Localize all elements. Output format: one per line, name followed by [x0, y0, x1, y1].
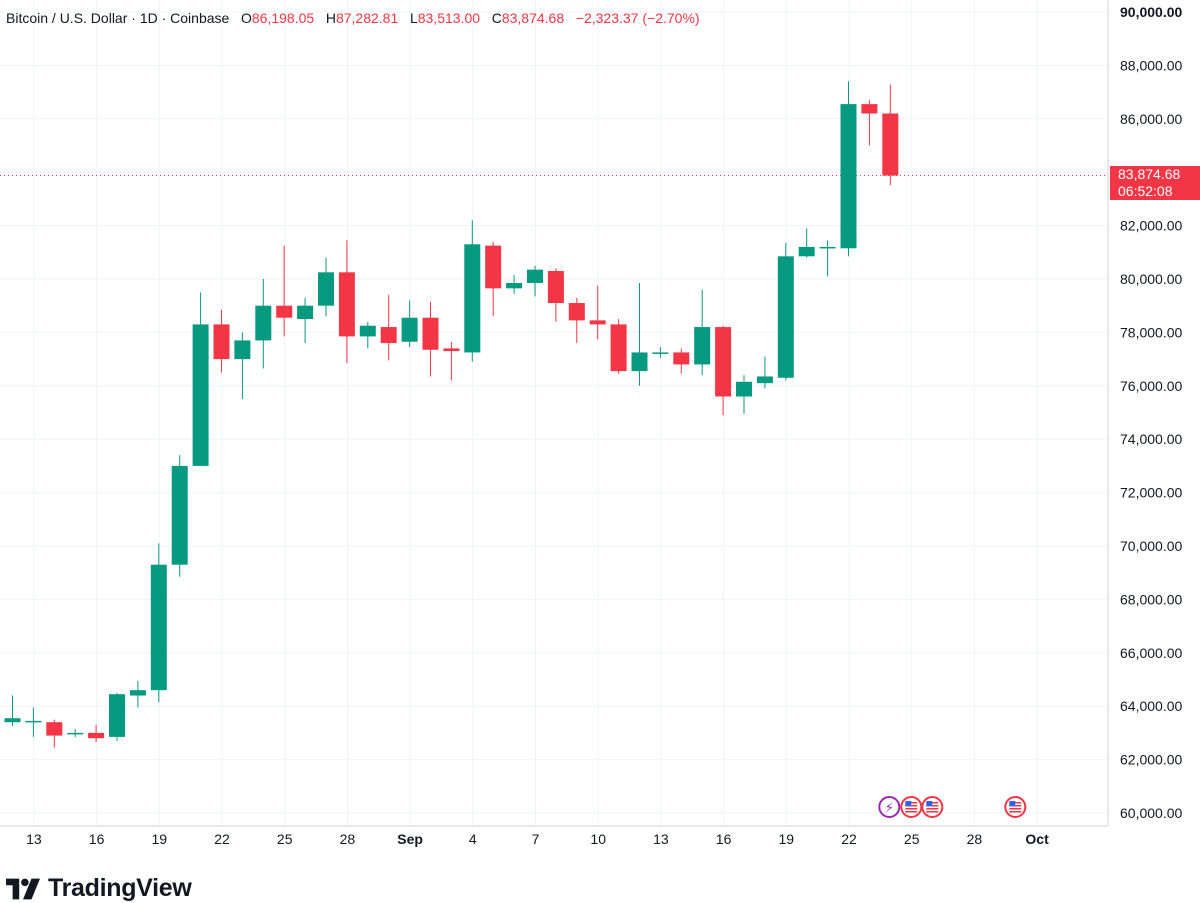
open-label: O — [240, 10, 252, 26]
candle-body[interactable] — [506, 283, 523, 289]
y-tick-label: 76,000.00 — [1120, 378, 1182, 394]
candle-body[interactable] — [464, 244, 481, 353]
candle-body[interactable] — [276, 305, 293, 318]
x-tick-label: Oct — [1025, 831, 1049, 847]
y-tick-label: 70,000.00 — [1120, 538, 1182, 554]
candle-body[interactable] — [297, 305, 314, 320]
y-tick-label: 90,000.00 — [1120, 4, 1182, 20]
candle-body[interactable] — [234, 340, 251, 360]
x-tick-label: 28 — [967, 831, 983, 847]
x-tick-label: 28 — [340, 831, 356, 847]
candle-body[interactable] — [819, 246, 836, 249]
candle-body[interactable] — [401, 317, 418, 342]
candle-body[interactable] — [255, 305, 272, 341]
x-tick-label: 25 — [277, 831, 293, 847]
candle-body[interactable] — [192, 324, 209, 466]
candle-body[interactable] — [547, 270, 564, 304]
candle-body[interactable] — [380, 327, 397, 344]
x-tick-label: Sep — [397, 831, 423, 847]
candle-body[interactable] — [527, 269, 543, 284]
y-tick-label: 66,000.00 — [1120, 645, 1182, 661]
candle-body[interactable] — [861, 104, 878, 114]
candle-body[interactable] — [129, 690, 146, 696]
last-price-value: 83,874.68 — [1118, 166, 1181, 182]
x-tick-label: 4 — [469, 831, 477, 847]
candle-body[interactable] — [736, 381, 752, 397]
candle-body[interactable] — [25, 720, 42, 723]
candle-body[interactable] — [171, 465, 188, 565]
us-flag-event-icon[interactable] — [1004, 796, 1027, 818]
x-tick-label: 25 — [904, 831, 920, 847]
x-tick-label: 19 — [152, 831, 168, 847]
x-tick-label: 16 — [89, 831, 105, 847]
x-tick-label: 10 — [590, 831, 606, 847]
candle-body[interactable] — [777, 256, 794, 378]
symbol-title: Bitcoin / U.S. Dollar · 1D · Coinbase — [6, 10, 230, 26]
candle-body[interactable] — [88, 732, 105, 739]
candle-body[interactable] — [715, 327, 732, 397]
y-tick-label: 62,000.00 — [1120, 752, 1182, 768]
tradingview-logo-icon — [6, 878, 40, 899]
low-value: 83,513.00 — [417, 10, 481, 26]
brand[interactable]: TradingView — [6, 874, 192, 903]
us-flag-event-icon[interactable] — [921, 796, 944, 818]
y-tick-label: 74,000.00 — [1120, 431, 1182, 447]
y-tick-label: 72,000.00 — [1120, 485, 1182, 501]
y-tick-label: 82,000.00 — [1120, 218, 1182, 234]
y-tick-label: 86,000.00 — [1120, 111, 1182, 127]
candle-body[interactable] — [485, 245, 502, 289]
x-tick-label: 22 — [841, 831, 857, 847]
x-tick-label: 22 — [214, 831, 230, 847]
y-tick-label: 78,000.00 — [1120, 324, 1182, 340]
candle-body[interactable] — [359, 325, 376, 337]
close-value: 83,874.68 — [501, 10, 565, 26]
candle-body[interactable] — [443, 348, 460, 352]
high-label: H — [325, 10, 336, 26]
candle-body[interactable] — [213, 324, 230, 360]
candle-body[interactable] — [652, 352, 669, 354]
lightning-glyph: ⚡ — [885, 801, 894, 816]
symbol-legend: Bitcoin / U.S. Dollar · 1D · Coinbase O8… — [6, 10, 700, 26]
open-value: 86,198.05 — [251, 10, 315, 26]
candle-body[interactable] — [338, 272, 355, 337]
candle-body[interactable] — [67, 732, 84, 735]
candle-body[interactable] — [756, 376, 773, 384]
candle-body[interactable] — [840, 104, 857, 249]
y-tick-label: 64,000.00 — [1120, 698, 1182, 714]
candle-body[interactable] — [882, 113, 899, 176]
candle-body[interactable] — [589, 320, 606, 325]
brand-name: TradingView — [48, 874, 192, 902]
y-tick-label: 68,000.00 — [1120, 591, 1182, 607]
candle-body[interactable] — [798, 246, 815, 257]
y-tick-label: 80,000.00 — [1120, 271, 1182, 287]
candle-body[interactable] — [109, 694, 125, 737]
candle-body[interactable] — [150, 564, 167, 691]
x-tick-label: 7 — [532, 831, 540, 847]
candle-body[interactable] — [4, 718, 21, 723]
candle-body[interactable] — [673, 352, 690, 365]
bar-countdown: 06:52:08 — [1118, 183, 1173, 199]
x-tick-label: 13 — [26, 831, 42, 847]
change-value: −2,323.37 (−2.70%) — [575, 10, 700, 26]
candle-body[interactable] — [610, 324, 627, 372]
y-tick-label: 88,000.00 — [1120, 57, 1182, 73]
us-flag-event-icon[interactable] — [900, 796, 923, 818]
last-price-tag: 83,874.68 06:52:08 — [1110, 166, 1200, 200]
candle-body[interactable] — [46, 722, 63, 736]
close-label: C — [491, 10, 502, 26]
y-tick-label: 60,000.00 — [1120, 805, 1182, 821]
candle-body[interactable] — [631, 352, 648, 372]
low-label: L — [409, 10, 418, 26]
x-tick-label: 19 — [779, 831, 795, 847]
lightning-event-icon[interactable] — [878, 796, 901, 818]
x-tick-label: 13 — [653, 831, 669, 847]
candle-body[interactable] — [318, 272, 334, 306]
candle-body[interactable] — [694, 327, 711, 365]
x-tick-label: 16 — [716, 831, 732, 847]
candle-body[interactable] — [568, 303, 585, 321]
high-value: 87,282.81 — [335, 10, 399, 26]
candle-body[interactable] — [422, 317, 439, 350]
